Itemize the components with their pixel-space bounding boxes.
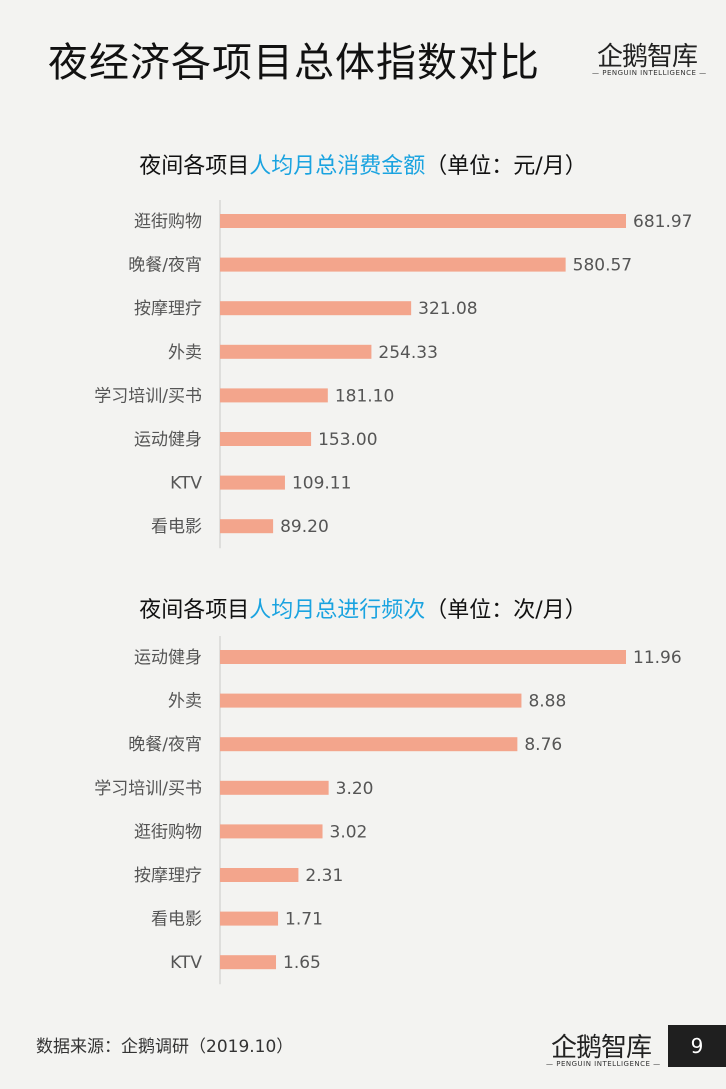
value-label: 1.71	[285, 910, 323, 930]
logo-text: 企鹅智库	[596, 42, 698, 72]
logo-text: 企鹅智库	[550, 1033, 652, 1063]
value-label: 1.65	[283, 953, 321, 973]
category-label: 外卖	[168, 343, 202, 363]
bar	[220, 955, 277, 970]
chart-title-highlight: 人均月总进行频次	[249, 598, 426, 623]
category-label: 晚餐/夜宵	[128, 256, 202, 276]
bar	[220, 388, 328, 403]
bar	[220, 650, 626, 664]
value-label: 153.00	[318, 430, 377, 450]
category-label: 逛街购物	[134, 822, 202, 842]
value-label: 3.02	[330, 822, 368, 842]
bar	[220, 475, 285, 490]
data-source: 数据来源：企鹅调研（2019.10）	[36, 1037, 294, 1057]
category-label: 学习培训/买书	[94, 779, 202, 799]
bar	[220, 780, 329, 795]
chart-title-prefix: 夜间各项目	[139, 598, 250, 623]
bar-chart-consumption: 逛街购物 681.97 晚餐/夜宵 580.57 按摩理疗 321.08 外卖 254.33 学…	[94, 200, 692, 549]
value-label: 181.10	[335, 386, 394, 406]
category-label: KTV	[170, 474, 202, 494]
bar	[220, 824, 323, 839]
value-label: 8.88	[528, 692, 566, 712]
page-title: 夜经济各项目总体指数对比	[48, 40, 540, 86]
logo-subtitle: — PENGUIN INTELLIGENCE —	[592, 69, 707, 77]
bar	[220, 301, 412, 316]
bar	[220, 911, 279, 926]
bar	[220, 257, 566, 272]
category-label: 外卖	[168, 692, 202, 712]
category-label: 晚餐/夜宵	[128, 735, 202, 755]
category-label: 按摩理疗	[134, 299, 202, 319]
category-label: 看电影	[151, 517, 202, 537]
bar	[220, 693, 522, 708]
chart-title-highlight: 人均月总消费金额	[249, 154, 426, 179]
logo-subtitle: — PENGUIN INTELLIGENCE —	[546, 1060, 661, 1068]
category-label: 运动健身	[134, 648, 202, 668]
value-label: 2.31	[305, 866, 343, 886]
bar	[220, 868, 299, 882]
logo-footer: 企鹅智库 — PENGUIN INTELLIGENCE —	[546, 1027, 661, 1071]
bar	[220, 344, 372, 359]
category-label: 逛街购物	[134, 212, 202, 232]
bar-chart-frequency: 运动健身 11.96 外卖 8.88 晚餐/夜宵 8.76 学习培训/买书 3.20 逛街购物 3…	[94, 636, 682, 985]
chart-title-prefix: 夜间各项目	[139, 154, 250, 179]
category-label: 按摩理疗	[134, 866, 202, 886]
value-label: 3.20	[336, 779, 374, 799]
category-label: 看电影	[151, 910, 202, 930]
value-label: 8.76	[524, 735, 562, 755]
bar	[220, 214, 626, 228]
chart-title-suffix: （单位：元/月）	[425, 154, 587, 179]
value-label: 109.11	[292, 474, 351, 494]
bar	[220, 737, 518, 752]
category-label: 运动健身	[134, 430, 202, 450]
value-label: 681.97	[633, 212, 692, 232]
chart-title-suffix: （单位：次/月）	[425, 598, 587, 623]
value-label: 321.08	[418, 299, 477, 319]
value-label: 89.20	[280, 517, 329, 537]
chart-title-frequency: 夜间各项目人均月总进行频次（单位：次/月）	[0, 592, 726, 624]
chart-title-consumption: 夜间各项目人均月总消费金额（单位：元/月）	[0, 148, 726, 180]
value-label: 11.96	[633, 648, 682, 668]
value-label: 580.57	[573, 256, 632, 276]
bar	[220, 432, 312, 446]
page-number: 9	[668, 1025, 726, 1067]
bar	[220, 519, 274, 534]
category-label: 学习培训/买书	[94, 386, 202, 406]
value-label: 254.33	[378, 343, 437, 363]
logo: 企鹅智库 — PENGUIN INTELLIGENCE —	[592, 36, 707, 80]
category-label: KTV	[170, 953, 202, 973]
